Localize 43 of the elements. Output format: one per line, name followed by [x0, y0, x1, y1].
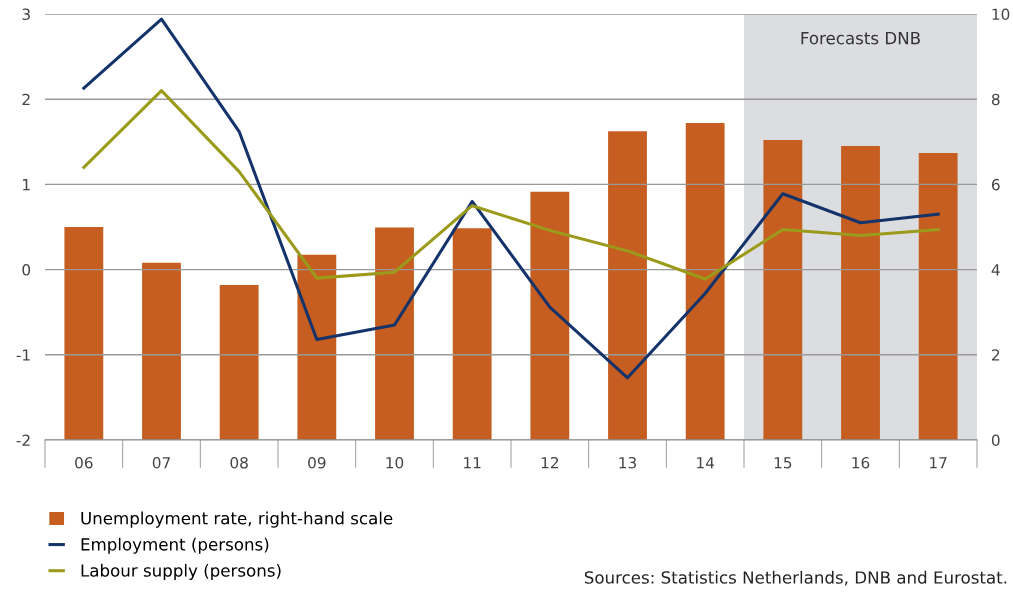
- bar: [763, 140, 803, 440]
- source-note: Sources: Statistics Netherlands, DNB and Eurostat.: [584, 570, 1007, 586]
- y2-tick-label: 8: [991, 93, 1000, 106]
- y2-tick-label: 10: [992, 8, 1010, 21]
- bar: [608, 131, 647, 440]
- y-tick-label: 1: [23, 179, 30, 191]
- band-label: Forecasts DNB: [801, 32, 920, 45]
- line-series: [82, 17, 940, 380]
- legend-label: Unemployment rate, right-hand scale: [81, 511, 393, 528]
- x-tick-label: 06: [75, 456, 93, 469]
- y2-tick-label: 4: [991, 264, 1000, 276]
- legend-label: Employment (persons): [81, 537, 269, 554]
- y2-tick-label: 6: [991, 178, 1000, 191]
- bar: [685, 123, 725, 440]
- bar: [64, 227, 104, 440]
- bar: [452, 228, 492, 440]
- y-tick-label: 0: [22, 264, 31, 276]
- bar: [530, 191, 570, 440]
- y2-tick-label: 2: [992, 349, 1000, 361]
- y-tick-label: -2: [16, 434, 30, 446]
- line-series: [82, 89, 940, 281]
- y-tick-label: 3: [22, 8, 30, 21]
- bar: [918, 152, 958, 440]
- x-tick-label: 12: [541, 456, 559, 469]
- x-tick-label: 07: [152, 456, 170, 469]
- x-tick-label: 14: [697, 457, 715, 469]
- x-tick-label: 09: [308, 456, 326, 469]
- y2-tick-label: 0: [991, 434, 1000, 447]
- x-tick-label: 13: [619, 456, 636, 469]
- x-tick-label: 16: [852, 456, 870, 469]
- y-tick-label: -1: [16, 349, 30, 361]
- bar: [219, 284, 259, 440]
- y-tick-label: 2: [22, 93, 30, 105]
- bar: [841, 146, 880, 440]
- x-tick-label: 11: [464, 457, 481, 469]
- x-tick-label: 17: [930, 457, 947, 469]
- legend-label: Labour supply (persons): [81, 563, 281, 580]
- x-tick-label: 10: [386, 456, 404, 469]
- x-tick-label: 08: [230, 456, 248, 469]
- bar: [297, 254, 337, 440]
- x-tick-label: 15: [774, 457, 792, 469]
- bar: [375, 227, 414, 440]
- bar: [142, 262, 181, 440]
